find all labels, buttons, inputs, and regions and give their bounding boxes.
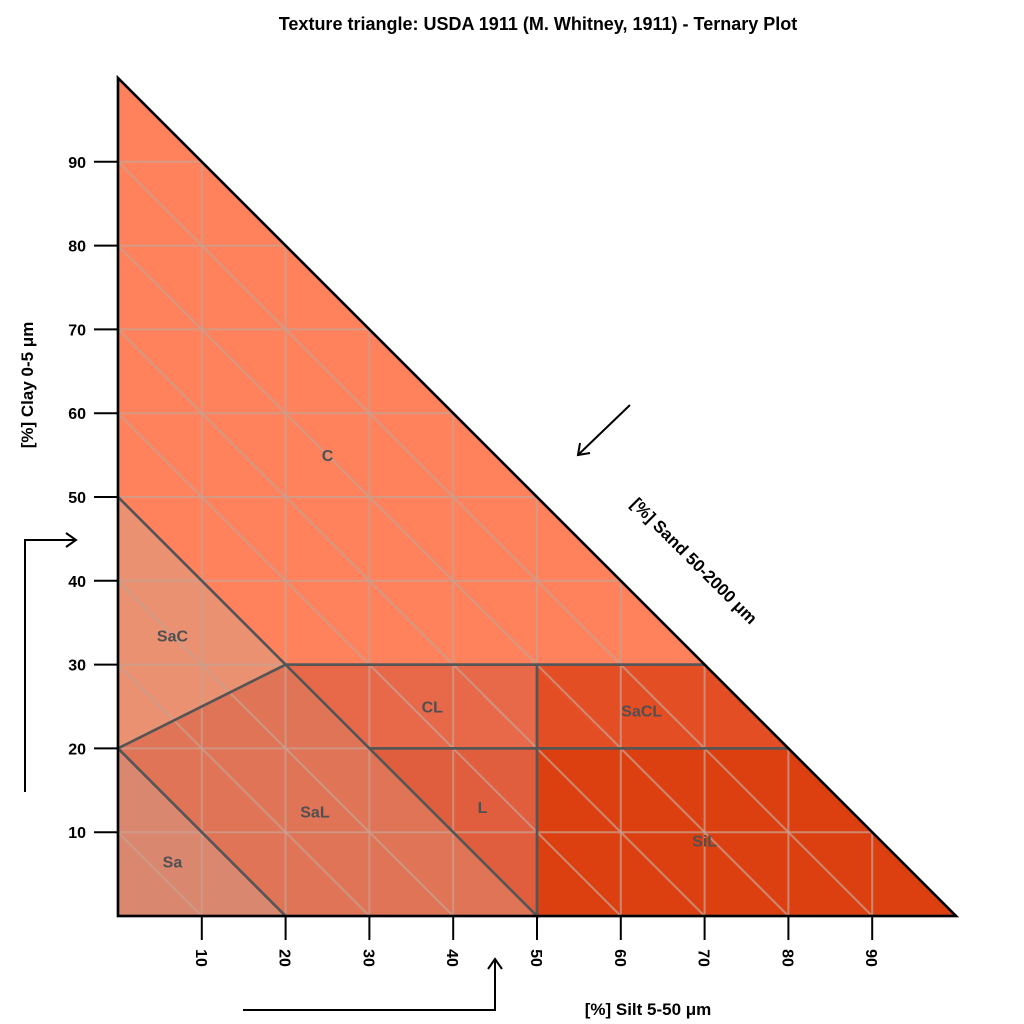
clay-tick-label-10: 10 <box>68 825 86 842</box>
class-label-c: C <box>322 448 334 465</box>
silt-tick-label-60: 60 <box>611 949 628 967</box>
class-label-sil: SiL <box>692 834 717 851</box>
clay-tick-label-90: 90 <box>68 155 86 172</box>
grid-sand-90 <box>117 831 203 917</box>
class-label-sac: SaC <box>157 628 189 645</box>
silt-tick-label-40: 40 <box>443 949 460 967</box>
silt-axis-label: [%] Silt 5-50 μm <box>585 1000 712 1019</box>
silt-tick-label-10: 10 <box>192 949 209 967</box>
clay-tick-label-70: 70 <box>68 322 86 339</box>
silt-tick-label-80: 80 <box>778 949 795 967</box>
grid-sand-10 <box>117 161 873 917</box>
silt-direction-arrow <box>243 957 503 1011</box>
silt-tick-label-70: 70 <box>695 949 712 967</box>
class-labels: C SaC Sa SaL CL L SaCL SiL <box>157 448 717 871</box>
silt-tick-label-50: 50 <box>527 949 544 967</box>
class-label-l: L <box>478 800 488 817</box>
chart-title: Texture triangle: USDA 1911 (M. Whitney,… <box>279 14 797 34</box>
clay-tick-label-20: 20 <box>68 741 86 758</box>
silt-tick-label-20: 20 <box>276 949 293 967</box>
silt-tick-label-30: 30 <box>359 949 376 967</box>
grid-sand-30 <box>117 328 706 917</box>
clay-tick-label-80: 80 <box>68 239 86 256</box>
clay-tick-label-50: 50 <box>68 490 86 507</box>
silt-tick-label-90: 90 <box>862 949 879 967</box>
clay-tick-label-40: 40 <box>68 574 86 591</box>
clay-tick-label-60: 60 <box>68 406 86 423</box>
axis-ticks: 10 20 30 40 50 60 70 80 90 10 20 30 40 50 60 70 80 90 <box>68 155 879 967</box>
class-label-sal: SaL <box>300 804 330 821</box>
sand-direction-arrow <box>576 404 631 457</box>
class-label-sa: Sa <box>163 855 183 872</box>
clay-tick-label-30: 30 <box>68 658 86 675</box>
grid-sand-70 <box>117 663 371 917</box>
class-label-cl: CL <box>422 700 444 717</box>
grid-sand-60 <box>117 580 454 917</box>
clay-direction-arrow <box>24 532 78 792</box>
clay-axis-label: [%] Clay 0-5 μm <box>18 322 37 449</box>
class-label-sacl: SaCL <box>621 704 662 721</box>
